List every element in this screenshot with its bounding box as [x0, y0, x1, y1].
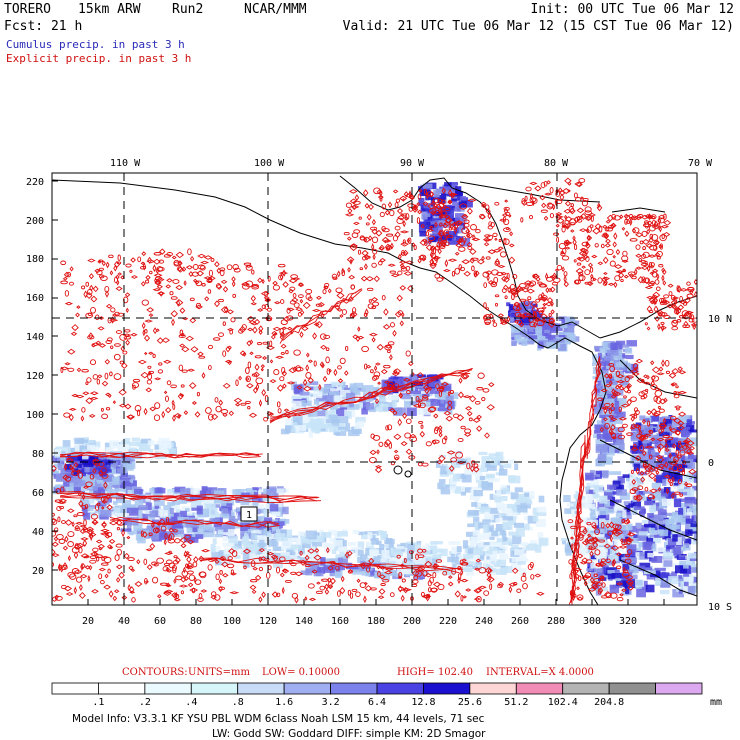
model-org: NCAR/MMM [244, 2, 307, 17]
lat-label-10n: 10 N [708, 314, 732, 325]
colorbar-unit: mm [710, 697, 722, 708]
colorbar-swatch [98, 682, 146, 695]
colorbar-swatch [376, 682, 424, 695]
lon-label-100w: 100 W [254, 158, 285, 169]
contour-info-low: LOW= 0.10000 [262, 667, 340, 678]
colorbar-swatch [144, 682, 192, 695]
y-tick-140: 140 [26, 332, 44, 343]
model-resolution: 15km ARW [78, 2, 141, 17]
map-frame [51, 172, 698, 606]
colorbar-swatch [655, 682, 703, 695]
contour-info-interval: INTERVAL=X 4.0000 [486, 667, 594, 678]
lon-label-90w: 90 W [400, 158, 425, 169]
x-tick-300: 300 [583, 616, 601, 627]
colorbar-label: .8 [232, 697, 244, 708]
x-tick-160: 160 [331, 616, 349, 627]
lat-lon-grid [52, 173, 697, 605]
lat-label-0: 0 [708, 458, 714, 469]
x-tick-200: 200 [403, 616, 421, 627]
x-tick-220: 220 [439, 616, 457, 627]
region-box-label: 1 [246, 510, 252, 521]
y-tick-80: 80 [32, 449, 44, 460]
top-lon-labels: 110 W 100 W 90 W 80 W 70 W [110, 158, 713, 169]
colorbar-swatch [423, 682, 471, 695]
colorbar-swatch [237, 682, 285, 695]
colorbar-swatch [283, 682, 331, 695]
init-time: Init: 00 UTC Tue 06 Mar 12 [530, 2, 735, 17]
colorbar-label: .2 [139, 697, 151, 708]
lon-label-80w: 80 W [544, 158, 569, 169]
right-lat-labels: 10 N 0 10 S [708, 314, 732, 613]
lon-label-70w: 70 W [688, 158, 713, 169]
x-tick-140: 140 [295, 616, 313, 627]
legend-contour: Explicit precip. in past 3 h [6, 52, 192, 65]
colorbar-label: 102.4 [548, 697, 578, 708]
colorbar-swatch [330, 682, 378, 695]
lon-label-110w: 110 W [110, 158, 141, 169]
contour-info: CONTOURS: UNITS=mm LOW= 0.10000 HIGH= 10… [122, 667, 594, 678]
colorbar-label: 204.8 [594, 697, 624, 708]
y-tick-60: 60 [32, 488, 44, 499]
physics-info-line: LW: Godd SW: Goddard DIFF: simple KM: 2D… [212, 728, 486, 740]
y-tick-160: 160 [26, 293, 44, 304]
explicit-precip-contours [52, 177, 697, 605]
y-tick-200: 200 [26, 216, 44, 227]
x-tick-100: 100 [223, 616, 241, 627]
x-tick-320: 320 [619, 616, 637, 627]
lat-label-10s: 10 S [708, 602, 732, 613]
y-tick-100: 100 [26, 410, 44, 421]
colorbar-labels: .1 .2 .4 .8 1.6 3.2 6.4 12.8 25.6 51.2 102.4 204.8 [92, 697, 624, 708]
y-tick-120: 120 [26, 371, 44, 382]
x-axis-labels: 20 40 60 80 100 120 140 160 180 200 220 … [82, 616, 637, 627]
valid-time: Valid: 21 UTC Tue 06 Mar 12 (15 CST Tue … [342, 19, 734, 34]
colorbar-swatch [190, 682, 239, 695]
colorbar-swatch [562, 682, 610, 695]
y-tick-40: 40 [32, 527, 44, 538]
x-tick-60: 60 [154, 616, 166, 627]
colorbar-label: 12.8 [411, 697, 435, 708]
forecast-hour: Fcst: 21 h [4, 19, 83, 34]
colorbar-swatch [51, 682, 99, 695]
colorbar-label: 6.4 [368, 697, 386, 708]
y-tick-180: 180 [26, 254, 44, 265]
colorbar [51, 682, 703, 695]
y-tick-220: 220 [26, 177, 44, 188]
model-run: Run2 [172, 2, 204, 17]
colorbar-swatch [469, 682, 517, 695]
x-tick-120: 120 [259, 616, 277, 627]
contour-info-label: CONTOURS: [122, 667, 188, 678]
x-tick-40: 40 [118, 616, 130, 627]
region-box [240, 506, 258, 522]
model-info-line: Model Info: V3.3.1 KF YSU PBL WDM 6class… [72, 713, 485, 725]
colorbar-label: .4 [185, 697, 197, 708]
model-name: TORERO [4, 2, 51, 17]
colorbar-swatch [515, 682, 564, 695]
colorbar-swatch [608, 682, 656, 695]
x-tick-180: 180 [367, 616, 385, 627]
y-axis-labels: 220 200 180 160 140 120 100 80 60 40 20 [26, 177, 44, 577]
contour-info-units: UNITS=mm [188, 667, 251, 678]
colorbar-label: 1.6 [275, 697, 293, 708]
x-tick-80: 80 [190, 616, 202, 627]
x-tick-260: 260 [511, 616, 529, 627]
x-tick-240: 240 [475, 616, 493, 627]
x-tick-280: 280 [547, 616, 565, 627]
colorbar-label: .1 [92, 697, 104, 708]
legend-shaded: Cumulus precip. in past 3 h [6, 38, 185, 51]
colorbar-label: 25.6 [458, 697, 482, 708]
x-tick-20: 20 [82, 616, 94, 627]
y-tick-20: 20 [32, 566, 44, 577]
colorbar-label: 51.2 [504, 697, 528, 708]
colorbar-label: 3.2 [322, 697, 340, 708]
contour-info-high: HIGH= 102.40 [397, 667, 473, 678]
